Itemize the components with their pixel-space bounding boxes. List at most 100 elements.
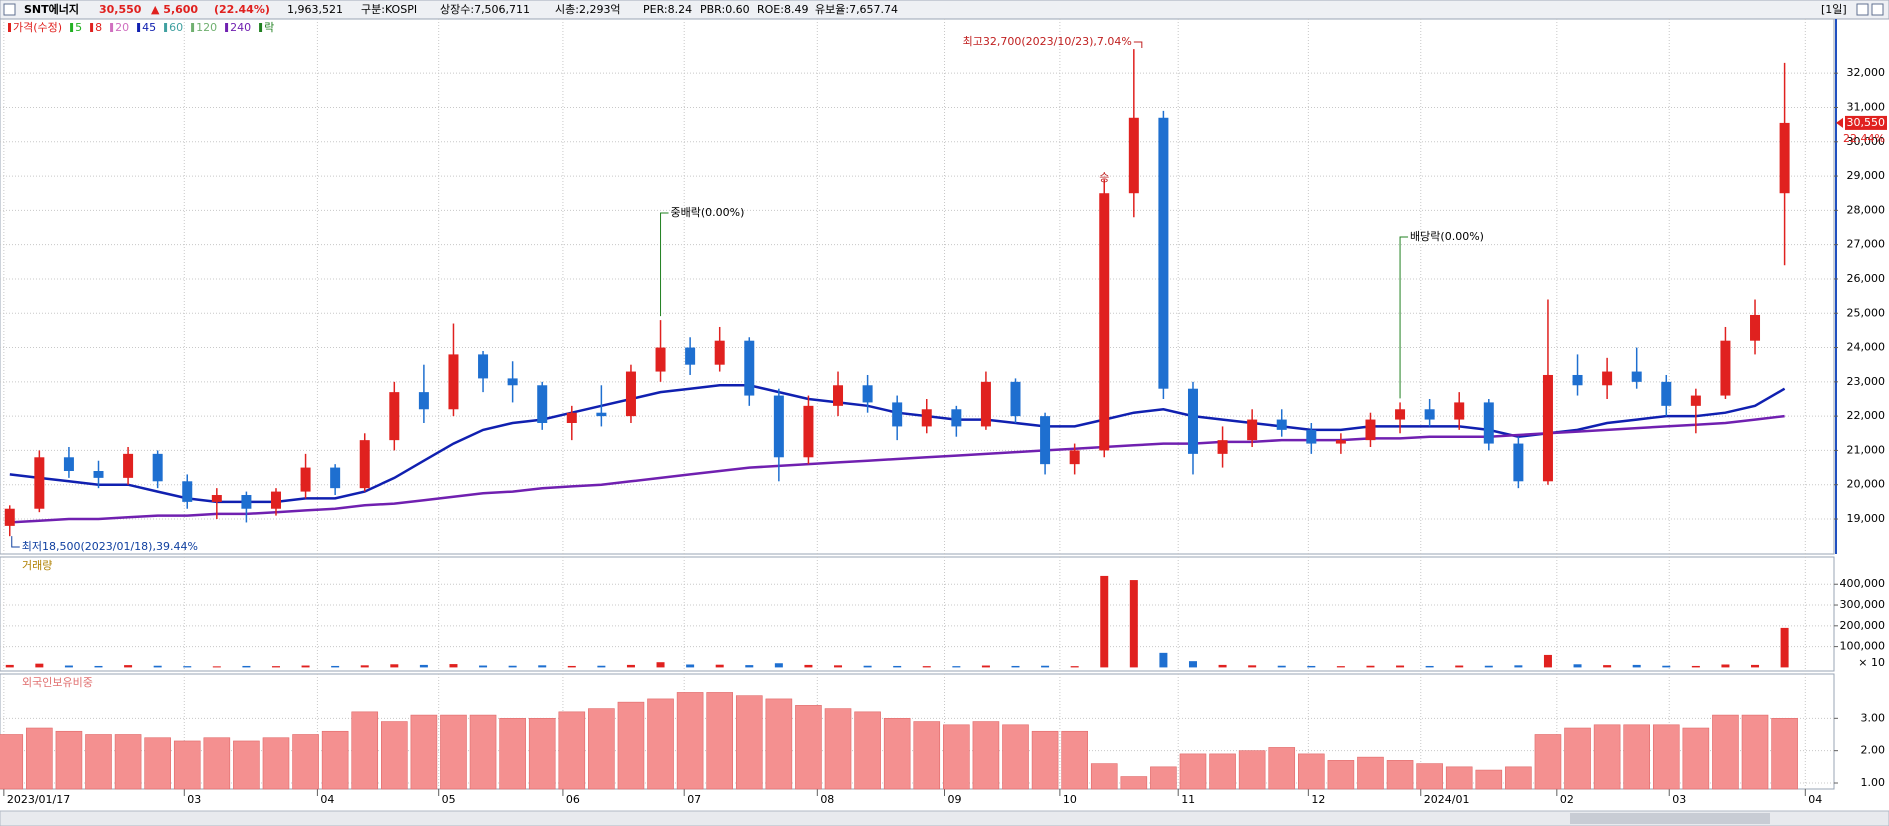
legend-swatch	[90, 23, 94, 32]
candle-body	[1187, 388, 1198, 454]
bar	[292, 734, 319, 790]
bar	[952, 666, 961, 668]
bar	[321, 730, 349, 790]
legend-swatch	[259, 23, 263, 32]
candle-body	[1542, 374, 1553, 482]
bar	[1129, 580, 1138, 668]
bar	[1484, 665, 1493, 668]
volume-info: 1,963,521	[287, 3, 343, 16]
candle-body	[478, 354, 489, 379]
y-tick-label: 32,000	[1847, 66, 1886, 79]
window-button[interactable]	[1856, 3, 1869, 16]
candle-body	[1040, 416, 1051, 465]
candle-body	[714, 340, 725, 365]
candle-body	[330, 467, 341, 489]
bar	[360, 665, 369, 668]
candle-body	[1128, 117, 1139, 194]
candle-body	[1483, 402, 1494, 444]
candle-body	[1365, 419, 1376, 441]
scroll-thumb[interactable]	[1570, 813, 1770, 824]
bar	[1603, 665, 1612, 668]
header-icon[interactable]	[3, 3, 16, 16]
candle-body	[1335, 440, 1346, 444]
bar	[1307, 665, 1316, 668]
y-tick-label: 22,000	[1847, 409, 1886, 422]
price-panel	[0, 18, 1835, 555]
price-tag	[1845, 115, 1887, 130]
y-tick-label: 29,000	[1847, 169, 1886, 182]
bar	[1632, 664, 1641, 668]
x-tick-label: 06	[566, 793, 580, 806]
x-tick-label: 04	[1808, 793, 1822, 806]
event-marker	[1399, 236, 1409, 399]
y-tick-label: 200,000	[1840, 619, 1886, 632]
bar	[242, 665, 251, 668]
candle-body	[1247, 419, 1258, 441]
candle-body	[123, 453, 134, 478]
candle-body	[596, 412, 607, 417]
close-button[interactable]	[1871, 3, 1884, 16]
bar	[883, 718, 911, 790]
candle-body	[389, 392, 400, 441]
bar	[1475, 769, 1503, 790]
bar	[1218, 664, 1227, 668]
bar	[1070, 666, 1079, 668]
bar	[1564, 727, 1591, 790]
bar	[469, 714, 497, 790]
candle-body	[1631, 371, 1642, 382]
candle-body	[1158, 117, 1169, 389]
bar	[1011, 665, 1020, 668]
bar	[943, 724, 970, 790]
candle-body	[625, 371, 636, 417]
x-tick-label: 11	[1181, 793, 1195, 806]
bar	[1780, 627, 1789, 668]
bar	[1416, 763, 1443, 790]
bar	[271, 666, 280, 668]
scrollbar[interactable]	[0, 810, 1889, 826]
legend-swatch	[225, 23, 229, 32]
bar	[765, 698, 793, 790]
candle-body	[1720, 340, 1731, 396]
bar	[1277, 665, 1286, 668]
x-tick-label: 10	[1063, 793, 1077, 806]
bar	[1188, 661, 1197, 668]
candle-body	[566, 412, 577, 423]
legend-label: 가격(수정)	[13, 21, 62, 34]
candle-body	[980, 381, 991, 427]
bar	[1159, 652, 1168, 668]
candle-body	[1572, 374, 1583, 386]
y-tick-label: 3.00	[1861, 711, 1886, 724]
legend-label: 240	[230, 21, 251, 34]
y-tick-label: 28,000	[1847, 203, 1886, 216]
bar	[676, 692, 704, 790]
candle-body	[152, 453, 163, 482]
period-button[interactable]: [1일]	[1821, 2, 1847, 16]
bar	[1366, 665, 1375, 668]
y-tick-label: 30,000	[1847, 135, 1886, 148]
bar	[1120, 776, 1148, 790]
bar	[233, 740, 260, 790]
legend-swatch	[164, 23, 168, 32]
max-annotation: 최고32,700(2023/10/23),7.04%	[963, 35, 1132, 48]
bar	[55, 730, 83, 790]
x-tick-label: 2024/01	[1424, 793, 1470, 806]
y-tick-label: 2.00	[1861, 744, 1886, 757]
bar	[735, 695, 763, 790]
bar	[262, 737, 290, 790]
shares: 상장수:7,506,711	[440, 3, 530, 16]
bar	[1041, 665, 1050, 668]
legend-swatch	[8, 23, 11, 32]
bar	[203, 737, 231, 790]
bar	[626, 664, 635, 668]
candle-body	[773, 395, 784, 458]
candle-body	[300, 467, 311, 492]
bar	[1771, 718, 1798, 790]
legend-label: 5	[75, 21, 82, 34]
bar	[1327, 760, 1355, 790]
x-tick-label: 05	[442, 793, 456, 806]
candle-body	[1779, 122, 1790, 194]
candle-body	[537, 385, 548, 423]
bar	[1691, 665, 1700, 668]
y-tick-label: 27,000	[1847, 238, 1886, 251]
